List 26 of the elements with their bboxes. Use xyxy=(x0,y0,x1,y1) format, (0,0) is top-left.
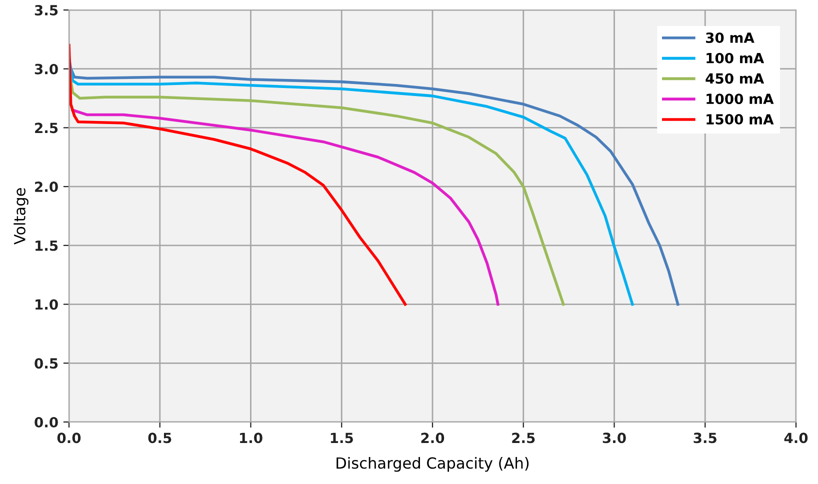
y-tick-label: 2.0 xyxy=(35,182,58,192)
x-tick-label: 1.0 xyxy=(240,432,262,444)
legend-label: 1000 mA xyxy=(706,94,774,104)
x-tick-label: 3.0 xyxy=(602,432,626,444)
y-tick-label: 3.0 xyxy=(34,64,58,74)
legend-label: 1500 mA xyxy=(706,114,774,125)
line-series xyxy=(69,44,407,306)
x-tick-label: 3.5 xyxy=(694,432,716,444)
x-axis-title: Discharged Capacity (Ah) xyxy=(336,456,529,472)
x-tick-label: 2.5 xyxy=(512,432,535,444)
line-series xyxy=(71,108,500,306)
y-tick-label: 3.5 xyxy=(34,4,58,16)
y-tick-label: 1.0 xyxy=(36,299,58,310)
y-tick-label: 0.0 xyxy=(34,416,58,428)
legend-label: 100 mA xyxy=(706,52,764,64)
y-axis-title: Voltage xyxy=(14,188,28,245)
y-tick-label: 1.5 xyxy=(36,240,58,251)
legend-label: 450 mA xyxy=(706,73,764,84)
x-tick-label: 0.5 xyxy=(148,432,172,444)
x-tick-label: 1.5 xyxy=(330,432,353,444)
y-tick-label: 0.5 xyxy=(34,358,58,369)
y-tick-label: 2.5 xyxy=(35,122,58,134)
x-tick-label: 0.0 xyxy=(57,432,81,444)
x-tick-label: 2.0 xyxy=(421,432,444,444)
x-tick-label: 4.0 xyxy=(784,432,808,444)
legend-label: 30 mA xyxy=(706,32,754,43)
